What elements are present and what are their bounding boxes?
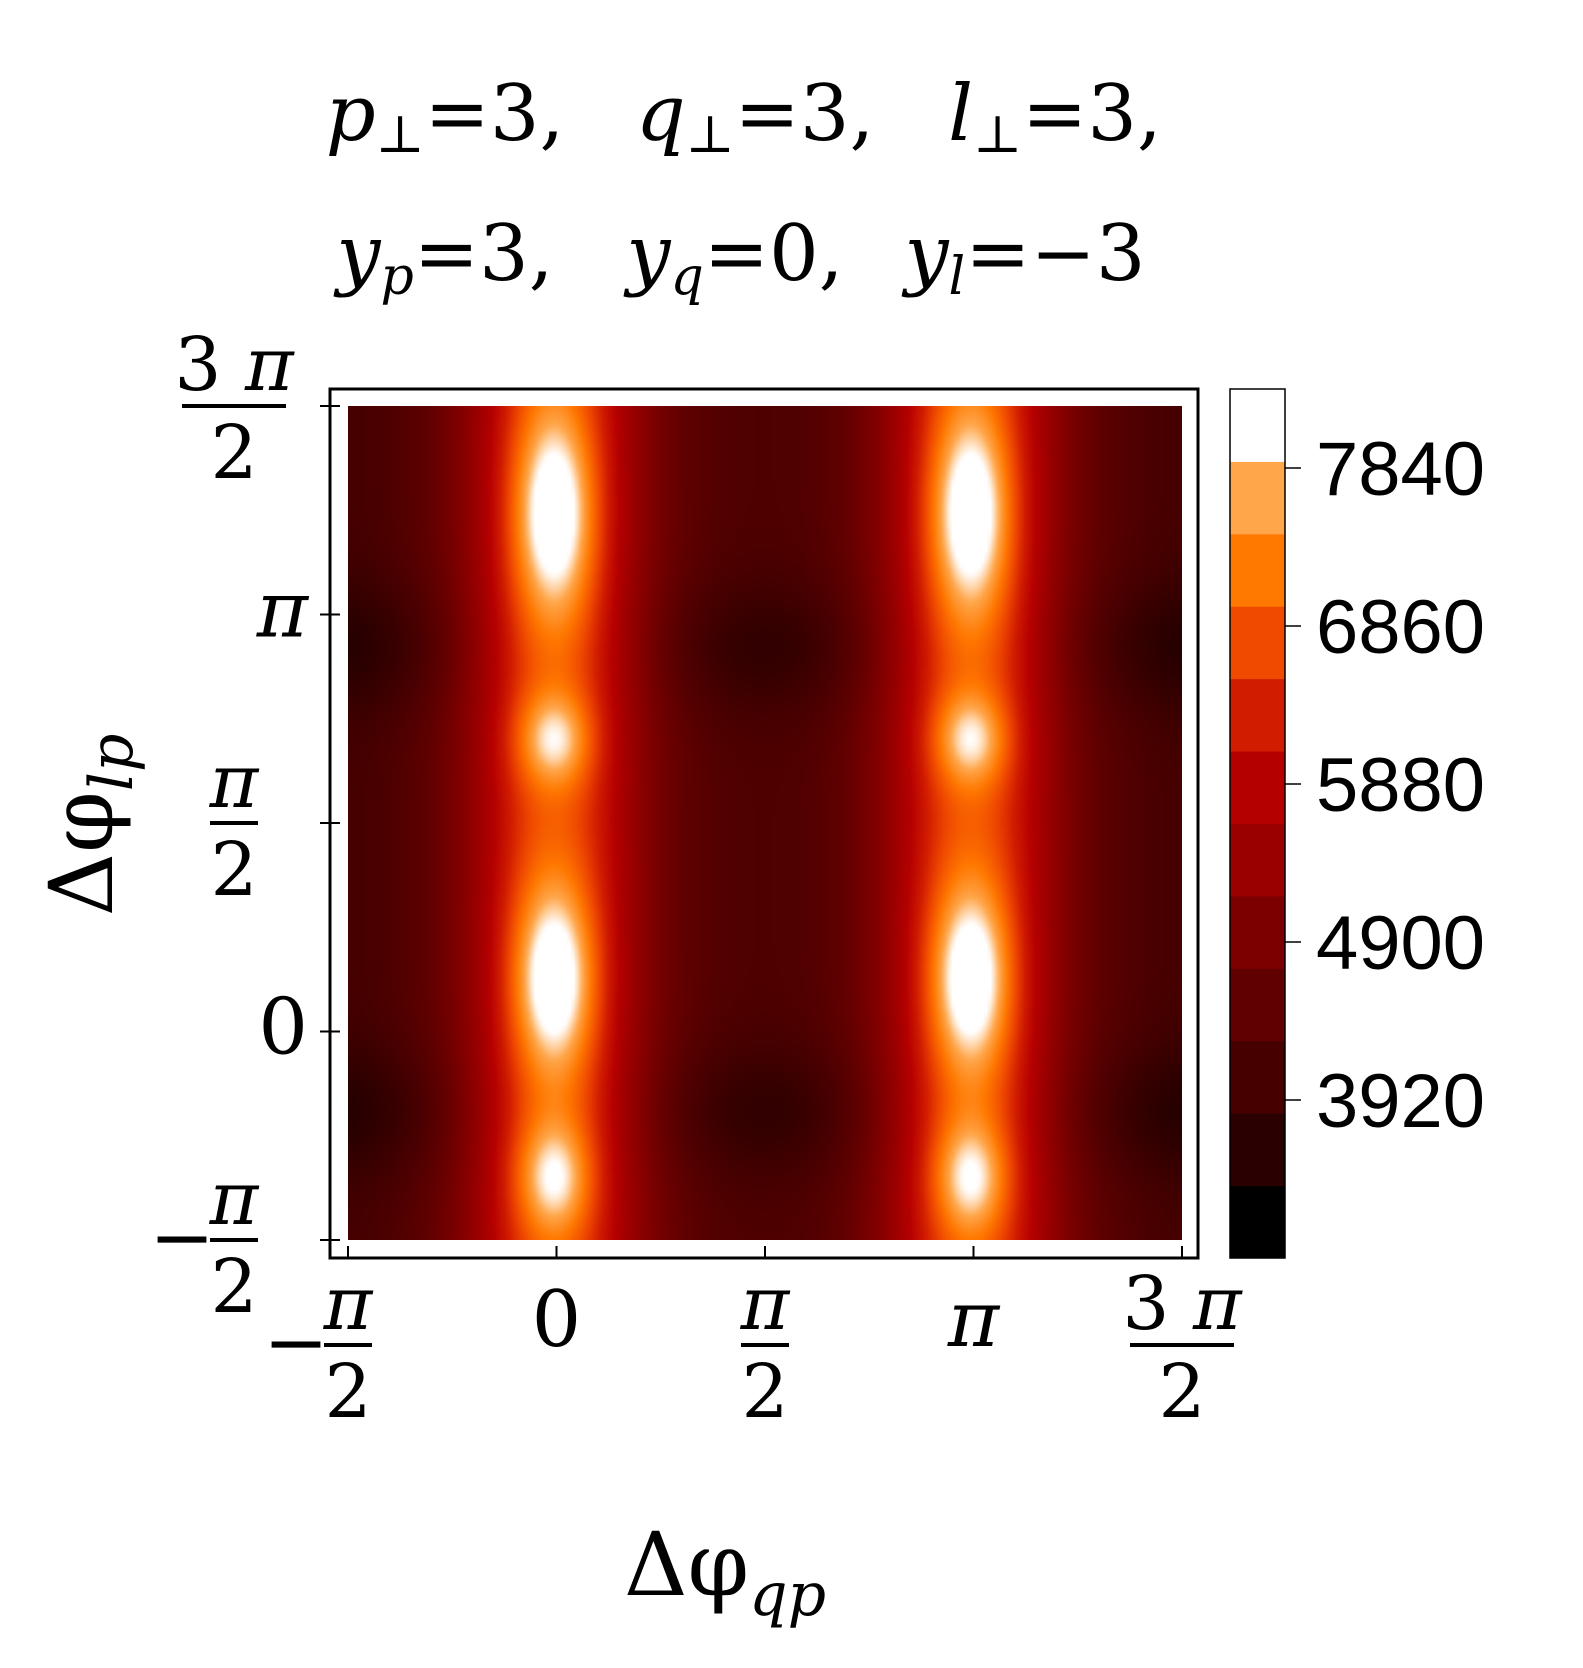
y-axis-label: Δφlp: [30, 734, 147, 917]
x-tick-label: π: [947, 1275, 1001, 1365]
colorbar-band: [1230, 461, 1285, 535]
colorbar-band: [1230, 1113, 1285, 1187]
x-tick-label-denominator: 2: [741, 1349, 788, 1435]
title-y-q: yq=0,: [623, 209, 843, 307]
colorbar-ticks: 7840 6860 5880 4900 3920: [1285, 427, 1485, 1144]
x-tick-label: −π2: [263, 1261, 373, 1435]
title-y-p: yp=3,: [333, 209, 553, 307]
title-l-perp: l⊥=3,: [948, 69, 1162, 165]
colorbar-band: [1230, 968, 1285, 1042]
colorbar-band: [1230, 895, 1285, 969]
colorbar-band: [1230, 533, 1285, 607]
x-tick-label-denominator: 2: [1158, 1349, 1205, 1435]
y-tick-label-denominator: 2: [210, 1244, 257, 1330]
x-tick-label: 3 π2: [1122, 1261, 1243, 1435]
title-y-l: yl=−3: [901, 209, 1145, 307]
x-tick-label-denominator: 2: [324, 1349, 371, 1435]
y-tick-label-text: π: [256, 566, 310, 656]
colorbar-tick-label: 7840: [1316, 427, 1485, 512]
x-tick-label: π2: [740, 1261, 791, 1435]
colorbar-tick-label: 5880: [1316, 743, 1485, 828]
y-tick-label-denominator: 2: [210, 410, 257, 496]
colorbar-tick-label: 3920: [1316, 1059, 1485, 1144]
x-tick-label-numerator: 3 π: [1122, 1261, 1243, 1347]
y-tick-label: π: [256, 566, 310, 656]
colorbar-band: [1230, 823, 1285, 897]
colorbar-band: [1230, 751, 1285, 824]
y-tick-label: 0: [258, 983, 308, 1073]
x-tick-label: 0: [532, 1275, 582, 1365]
y-tick-label-numerator: π: [209, 1156, 260, 1242]
y-tick-label: π2: [209, 739, 260, 913]
colorbar-band: [1230, 1040, 1285, 1114]
x-tick-label-text: π: [947, 1275, 1001, 1365]
title-p-perp: p⊥=3,: [326, 69, 565, 165]
title-line-2: yp=3, yq=0, yl=−3: [333, 209, 1145, 307]
title-line-1: p⊥=3, q⊥=3, l⊥=3,: [326, 69, 1162, 165]
x-tick-label-text: 0: [532, 1275, 582, 1365]
y-tick-label: 3 π2: [174, 322, 295, 496]
colorbar-band: [1230, 389, 1285, 462]
colorbar-tick-label: 6860: [1316, 585, 1485, 670]
y-tick-label-text: 0: [258, 983, 308, 1073]
y-tick-label-sign: −: [149, 1193, 214, 1283]
colorbar-band: [1230, 606, 1285, 680]
heatmap-image: [348, 406, 1182, 1240]
x-tick-label-numerator: π: [740, 1261, 791, 1347]
colorbar-band: [1230, 1185, 1285, 1259]
x-axis-label: Δφqp: [624, 1513, 826, 1630]
x-tick-label-sign: −: [263, 1298, 328, 1388]
y-tick-label-denominator: 2: [210, 827, 257, 913]
y-tick-label-numerator: 3 π: [174, 322, 295, 408]
y-tick-label: −π2: [149, 1156, 259, 1330]
x-tick-label-numerator: π: [323, 1261, 374, 1347]
colorbar-tick-label: 4900: [1316, 901, 1485, 986]
colorbar-band: [1230, 678, 1285, 752]
y-tick-label-numerator: π: [209, 739, 260, 825]
colorbar: [1230, 389, 1285, 1259]
title-q-perp: q⊥=3,: [636, 69, 875, 165]
x-axis-ticks: −π20 π2π 3 π2: [263, 1246, 1243, 1435]
colorbar-frame: [1229, 388, 1286, 1259]
